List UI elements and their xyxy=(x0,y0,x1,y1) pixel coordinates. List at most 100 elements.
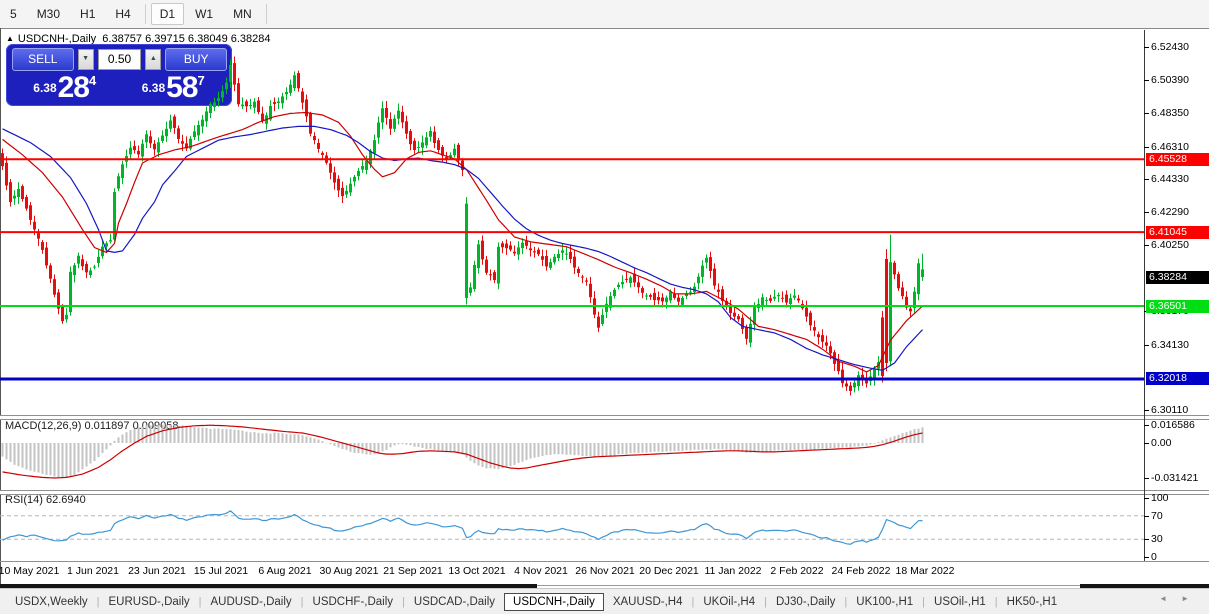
bid-price[interactable]: 6.38284 xyxy=(12,73,118,103)
date-tick-label: 24 Feb 2022 xyxy=(831,565,891,577)
chart-tab-audusd-daily[interactable]: AUDUSD-,Daily xyxy=(210,595,292,608)
chart-tab-usdx-weekly[interactable]: USDX,Weekly xyxy=(15,595,88,608)
axis-tick-mark xyxy=(1144,557,1149,558)
chart-tab-ukoil-h4[interactable]: UKOil-,H4 xyxy=(703,595,756,608)
chart-title-ohlc: 6.38757 6.39715 6.38049 6.38284 xyxy=(102,33,271,45)
current-price-label: 6.38284 xyxy=(1146,271,1209,284)
date-tick-label: 1 Jun 2021 xyxy=(67,565,119,577)
date-tick-label: 6 Aug 2021 xyxy=(258,565,312,577)
axis-tick-mark xyxy=(1144,245,1149,246)
h-scrollbar-end xyxy=(1080,584,1209,588)
level-price-label: 6.32018 xyxy=(1146,372,1209,385)
date-axis-separator xyxy=(0,561,1209,562)
bid-pip-digit: 4 xyxy=(89,73,97,88)
rsi-label: RSI(14) 62.6940 xyxy=(5,494,86,506)
date-tick-label: 10 May 2021 xyxy=(0,565,60,577)
tab-separator: | xyxy=(922,595,926,608)
price-tick-label: 6.34130 xyxy=(1151,339,1189,351)
main-chart-canvas[interactable] xyxy=(0,30,1144,415)
axis-tick-mark xyxy=(1144,147,1149,148)
timeframe-button-w1[interactable]: W1 xyxy=(195,7,214,21)
date-tick-label: 4 Nov 2021 xyxy=(514,565,568,577)
axis-tick-mark xyxy=(1144,80,1149,81)
one-click-trading-panel: SELL ▼ 0.50 ▲ BUY 6.38284 6.38587 xyxy=(6,44,232,106)
level-price-label: 6.41045 xyxy=(1146,226,1209,239)
timeframe-button-h4[interactable]: H4 xyxy=(115,7,131,21)
timeframe-button-mn[interactable]: MN xyxy=(233,7,252,21)
chart-tab-bar: USDX,Weekly | EURUSD-,Daily | AUDUSD-,Daily |… xyxy=(0,588,1209,614)
date-tick-label: 15 Jul 2021 xyxy=(193,565,249,577)
bid-prefix: 6.38 xyxy=(33,81,57,95)
tab-separator: | xyxy=(300,595,304,608)
lot-size-field[interactable]: 0.50 xyxy=(97,49,142,70)
macd-panel-canvas[interactable] xyxy=(0,419,1144,490)
level-price-label: 6.36501 xyxy=(1146,300,1209,313)
date-tick-label: 18 Mar 2022 xyxy=(895,565,955,577)
date-tick-label: 23 Jun 2021 xyxy=(128,565,186,577)
tab-separator: | xyxy=(994,595,998,608)
h-scrollbar-track[interactable] xyxy=(537,585,1080,586)
price-tick-label: 6.52430 xyxy=(1151,41,1189,53)
chart-title: ▲ USDCNH-,Daily 6.38757 6.39715 6.38049 6… xyxy=(6,33,271,45)
price-tick-label: 6.50390 xyxy=(1151,74,1189,86)
expand-icon[interactable]: ▲ xyxy=(6,34,14,43)
chart-tab-eurusd-daily[interactable]: EURUSD-,Daily xyxy=(108,595,190,608)
chart-tab-hk50-h1[interactable]: HK50-,H1 xyxy=(1006,595,1058,608)
tab-scroll-arrows[interactable]: ◄► xyxy=(1159,594,1203,603)
chart-title-symbol: USDCNH-,Daily xyxy=(17,33,97,45)
axis-tick-mark xyxy=(1144,113,1149,114)
date-tick-label: 13 Oct 2021 xyxy=(448,565,506,577)
price-tick-label: 70 xyxy=(1151,510,1163,522)
price-tick-label: 0.00 xyxy=(1151,437,1172,449)
timeframe-toolbar: 5 M30 H1 H4 D1 W1 MN xyxy=(0,0,1209,28)
chart-tab-usoil-h1[interactable]: USOil-,H1 xyxy=(934,595,986,608)
level-price-label: 6.45528 xyxy=(1146,153,1209,166)
timeframe-button-d1[interactable]: D1 xyxy=(150,3,185,25)
timeframe-button-m30[interactable]: M30 xyxy=(36,7,61,21)
ask-prefix: 6.38 xyxy=(141,81,166,95)
chart-tab-usdcad-daily[interactable]: USDCAD-,Daily xyxy=(413,595,496,608)
price-axis-border xyxy=(1144,30,1145,561)
date-tick-label: 30 Aug 2021 xyxy=(319,565,379,577)
price-tick-label: 30 xyxy=(1151,533,1163,545)
chart-tab-dj30-daily[interactable]: DJ30-,Daily xyxy=(775,595,836,608)
lot-increase-button[interactable]: ▲ xyxy=(145,49,162,70)
tab-separator: | xyxy=(402,595,405,608)
panel-separator[interactable] xyxy=(0,415,1209,420)
timeframe-button-h1[interactable]: H1 xyxy=(80,7,96,21)
axis-tick-mark xyxy=(1144,425,1149,426)
tab-scroll-left-icon[interactable]: ◄ xyxy=(1159,594,1182,603)
price-tick-label: 6.44330 xyxy=(1151,173,1189,185)
timeframe-button-5[interactable]: 5 xyxy=(10,7,17,21)
panel-separator[interactable] xyxy=(0,490,1209,495)
ask-price[interactable]: 6.38587 xyxy=(121,73,227,103)
price-tick-label: 6.46310 xyxy=(1151,141,1189,153)
price-tick-label: 6.40250 xyxy=(1151,239,1189,251)
toolbar-separator xyxy=(144,4,146,24)
tab-separator: | xyxy=(764,595,767,608)
axis-tick-mark xyxy=(1144,516,1149,517)
tab-scroll-right-icon[interactable]: ► xyxy=(1181,594,1203,603)
lot-decrease-button[interactable]: ▼ xyxy=(77,49,94,70)
price-tick-label: 6.48350 xyxy=(1151,107,1189,119)
date-tick-label: 21 Sep 2021 xyxy=(383,565,443,577)
ask-pip-digit: 7 xyxy=(197,73,205,88)
tab-separator: | xyxy=(198,595,202,608)
date-tick-label: 11 Jan 2022 xyxy=(704,565,762,577)
rsi-panel-canvas[interactable] xyxy=(0,493,1144,560)
price-tick-label: 6.42290 xyxy=(1151,206,1189,218)
sell-button[interactable]: SELL xyxy=(12,48,74,71)
axis-tick-mark xyxy=(1144,410,1149,411)
chart-tab-usdcnh-daily[interactable]: USDCNH-,Daily xyxy=(504,592,604,611)
chart-tab-usdchf-daily[interactable]: USDCHF-,Daily xyxy=(312,595,394,608)
axis-tick-mark xyxy=(1144,498,1149,499)
chart-tab-xauusd-h4[interactable]: XAUUSD-,H4 xyxy=(612,595,683,608)
price-tick-label: 6.30110 xyxy=(1151,404,1189,416)
price-tick-label: 0 xyxy=(1151,551,1157,563)
tab-separator: | xyxy=(844,595,848,608)
chart-tab-uk100-h1[interactable]: UK100-,H1 xyxy=(856,595,914,608)
h-scrollbar-thumb[interactable] xyxy=(0,584,537,588)
axis-tick-mark xyxy=(1144,478,1149,479)
buy-button[interactable]: BUY xyxy=(165,48,227,71)
